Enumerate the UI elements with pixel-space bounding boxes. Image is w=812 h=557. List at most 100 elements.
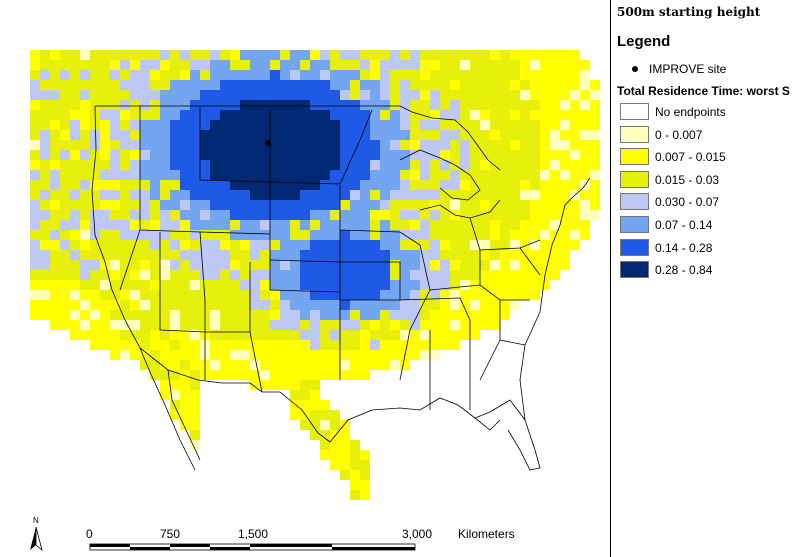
residence-time-cell — [220, 290, 230, 300]
residence-time-cell — [80, 260, 90, 270]
residence-time-cell — [560, 210, 570, 220]
legend-swatch — [620, 125, 649, 143]
residence-time-cell — [480, 310, 490, 320]
residence-time-cell — [180, 380, 190, 390]
residence-time-cell — [340, 140, 350, 150]
residence-time-cell — [110, 180, 120, 190]
residence-time-cell — [360, 150, 370, 160]
residence-time-cell — [270, 150, 280, 160]
residence-time-cell — [370, 300, 380, 310]
residence-time-cell — [230, 180, 240, 190]
residence-time-cell — [490, 110, 500, 120]
residence-time-cell — [90, 140, 100, 150]
residence-time-cell — [430, 250, 440, 260]
residence-time-cell — [70, 300, 80, 310]
starting-height-label: 500m starting height — [617, 5, 761, 19]
residence-time-cell — [160, 120, 170, 130]
residence-time-cell — [500, 290, 510, 300]
residence-time-cell — [290, 300, 300, 310]
residence-time-cell — [160, 280, 170, 290]
residence-time-cell — [300, 130, 310, 140]
map-frame[interactable]: N 0 750 1,500 3,000 Kilometers — [0, 0, 611, 557]
residence-time-cell — [160, 310, 170, 320]
residence-time-cell — [90, 210, 100, 220]
residence-time-cell — [330, 450, 340, 460]
residence-time-cell — [390, 290, 400, 300]
map-canvas[interactable]: N 0 750 1,500 3,000 Kilometers — [0, 0, 610, 557]
residence-time-cell — [300, 80, 310, 90]
residence-time-cell — [550, 250, 560, 260]
residence-time-cell — [570, 210, 580, 220]
residence-time-cell — [120, 250, 130, 260]
residence-time-cell — [140, 120, 150, 130]
residence-time-cell — [190, 60, 200, 70]
residence-time-cell — [160, 370, 170, 380]
residence-time-cell — [420, 80, 430, 90]
residence-time-cell — [140, 80, 150, 90]
residence-time-cell — [180, 220, 190, 230]
residence-time-cell — [340, 290, 350, 300]
residence-time-cell — [30, 160, 40, 170]
scale-tick-3000: 3,000 — [402, 527, 432, 541]
residence-time-cell — [300, 70, 310, 80]
residence-time-cell — [530, 280, 540, 290]
legend-item-label: 0.28 - 0.84 — [655, 263, 713, 278]
residence-time-cell — [290, 360, 300, 370]
residence-time-cell — [30, 130, 40, 140]
residence-time-cell — [440, 230, 450, 240]
residence-time-cell — [290, 310, 300, 320]
residence-time-cell — [260, 60, 270, 70]
residence-time-cell — [90, 290, 100, 300]
residence-time-cell — [440, 50, 450, 60]
residence-time-cell — [160, 170, 170, 180]
residence-time-cell — [120, 90, 130, 100]
residence-time-cell — [440, 160, 450, 170]
residence-time-cell — [140, 170, 150, 180]
residence-time-cell — [90, 250, 100, 260]
residence-time-cell — [460, 130, 470, 140]
residence-time-cell — [280, 180, 290, 190]
residence-time-cell — [510, 260, 520, 270]
residence-time-cell — [50, 290, 60, 300]
residence-time-cell — [410, 340, 420, 350]
residence-time-cell — [400, 160, 410, 170]
residence-time-cell — [380, 70, 390, 80]
residence-time-cell — [230, 330, 240, 340]
residence-time-cell — [480, 120, 490, 130]
residence-time-cell — [80, 70, 90, 80]
residence-time-cell — [370, 280, 380, 290]
residence-time-cell — [280, 70, 290, 80]
residence-time-cell — [310, 240, 320, 250]
residence-time-cell — [150, 320, 160, 330]
residence-time-cell — [470, 140, 480, 150]
residence-time-cell — [200, 250, 210, 260]
residence-time-cell — [70, 220, 80, 230]
residence-time-cell — [170, 260, 180, 270]
residence-time-cell — [520, 80, 530, 90]
residence-time-cell — [450, 70, 460, 80]
residence-time-cell — [190, 370, 200, 380]
residence-time-cell — [490, 70, 500, 80]
residence-time-cell — [530, 290, 540, 300]
improve-site-marker[interactable] — [265, 140, 271, 146]
residence-time-cell — [160, 240, 170, 250]
residence-time-cell — [140, 130, 150, 140]
residence-time-cell — [270, 230, 280, 240]
residence-time-cell — [170, 360, 180, 370]
residence-time-cell — [340, 120, 350, 130]
residence-time-cell — [480, 160, 490, 170]
residence-time-cell — [460, 300, 470, 310]
residence-time-cell — [310, 390, 320, 400]
residence-time-cell — [450, 120, 460, 130]
residence-time-cell — [230, 270, 240, 280]
residence-time-cell — [430, 90, 440, 100]
residence-time-cell — [230, 230, 240, 240]
residence-time-cell — [110, 100, 120, 110]
residence-time-cell — [90, 50, 100, 60]
residence-time-cell — [230, 220, 240, 230]
residence-time-cell — [250, 270, 260, 280]
residence-time-cell — [290, 50, 300, 60]
residence-time-cell — [370, 50, 380, 60]
residence-time-cell — [110, 80, 120, 90]
residence-time-cell — [150, 280, 160, 290]
